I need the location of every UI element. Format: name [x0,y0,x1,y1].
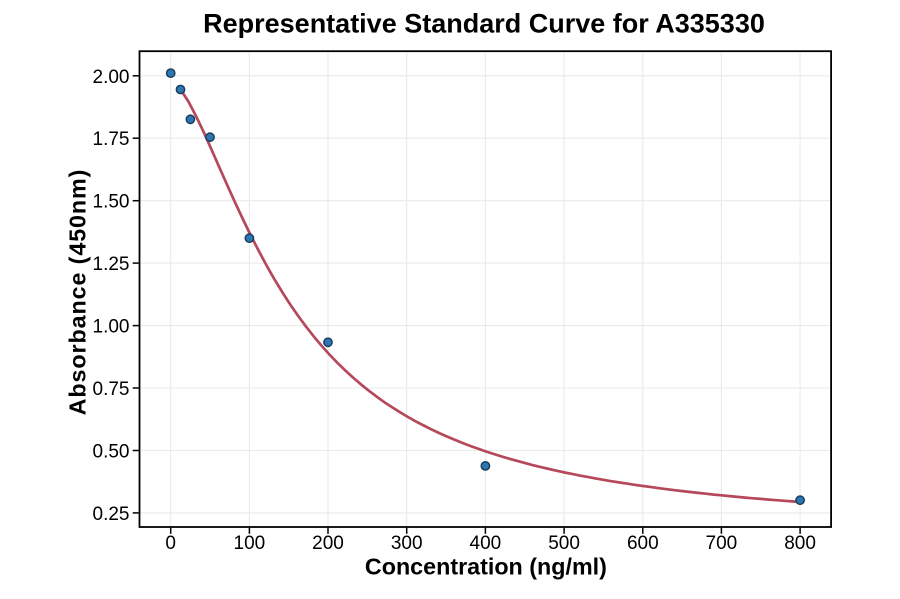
svg-text:0: 0 [165,533,176,554]
svg-text:Concentration (ng/ml): Concentration (ng/ml) [365,554,607,580]
svg-text:1.25: 1.25 [93,254,130,275]
svg-text:600: 600 [627,533,659,554]
svg-text:200: 200 [312,533,344,554]
svg-text:Absorbance (450nm): Absorbance (450nm) [65,169,91,416]
svg-text:700: 700 [706,533,738,554]
svg-text:300: 300 [391,533,423,554]
svg-text:1.00: 1.00 [93,317,130,338]
svg-text:0.50: 0.50 [93,442,130,463]
svg-text:1.75: 1.75 [93,129,130,150]
svg-text:1.50: 1.50 [93,192,130,213]
svg-text:0.75: 0.75 [93,379,130,400]
svg-text:100: 100 [234,533,266,554]
svg-text:0.25: 0.25 [93,504,130,525]
svg-text:800: 800 [784,533,816,554]
svg-text:Representative Standard Curve: Representative Standard Curve for A33533… [203,9,765,39]
svg-text:400: 400 [470,533,502,554]
svg-text:2.00: 2.00 [93,67,130,88]
svg-text:500: 500 [548,533,580,554]
